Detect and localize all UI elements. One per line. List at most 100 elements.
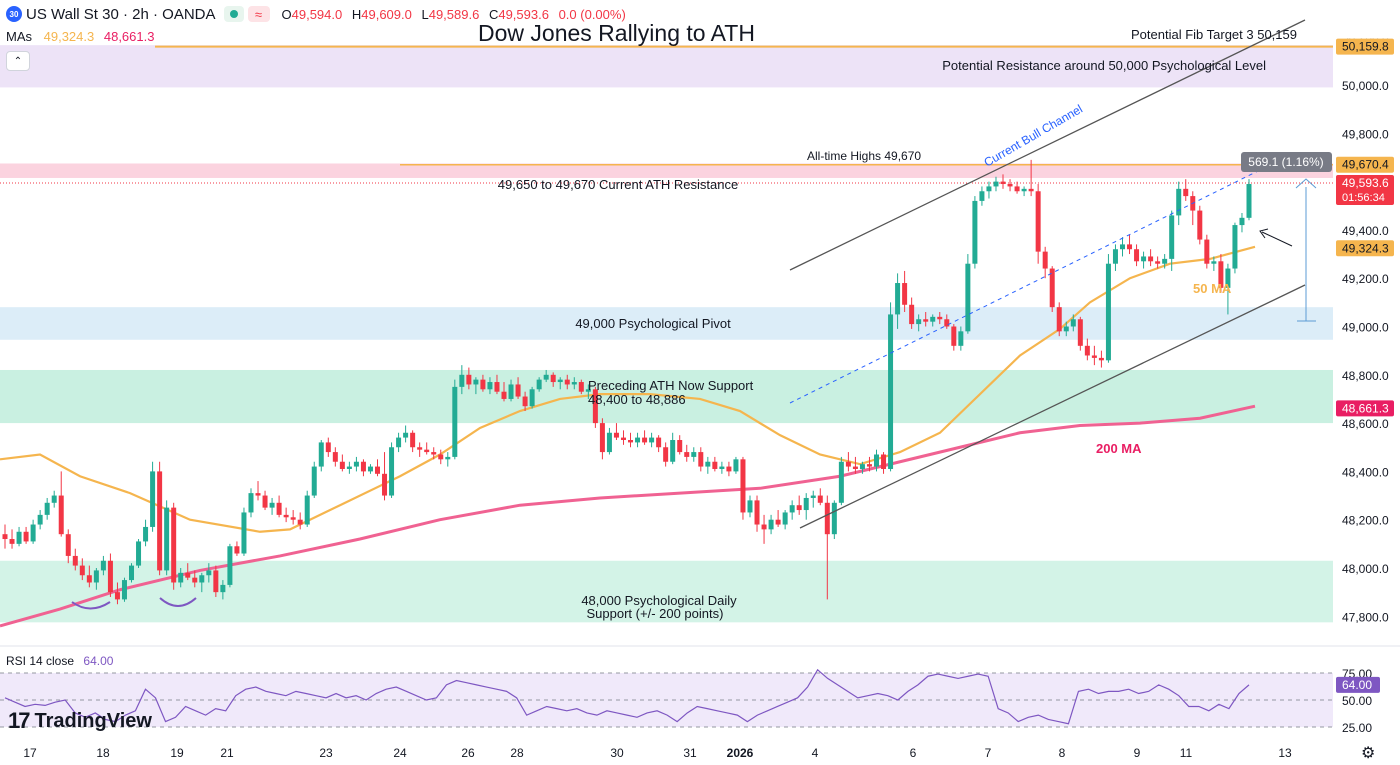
candle-body (16, 531, 22, 544)
candle-body (747, 500, 753, 513)
x-tick-label: 9 (1134, 746, 1141, 760)
preceding-ath-label-2: 48,400 to 48,886 (588, 392, 686, 407)
candle (747, 495, 753, 518)
rsi-value-label: 64.00 (1342, 678, 1372, 692)
candle-body (466, 374, 472, 385)
pointer-arrowhead (1259, 228, 1269, 239)
candle (1007, 179, 1013, 192)
candle (185, 563, 191, 581)
candle-body (817, 495, 823, 503)
rsi-value-bg (1336, 676, 1380, 693)
candle (923, 312, 929, 327)
candle-body (248, 493, 254, 513)
candle-body (1169, 215, 1175, 259)
candle-body (1105, 263, 1111, 361)
candle (466, 367, 472, 390)
candle (325, 437, 331, 457)
candle (1183, 179, 1189, 201)
daily-support-label-2: Support (+/- 200 points) (587, 606, 724, 621)
candle (1190, 191, 1196, 226)
candle (459, 365, 465, 395)
candle (803, 493, 809, 520)
x-tick-label: 30 (610, 746, 624, 760)
ma50-value: 49,324.3 (43, 29, 95, 44)
candle (16, 526, 22, 547)
candle (592, 386, 598, 428)
candle (979, 186, 985, 206)
channel-upper-line (789, 19, 1306, 271)
market-status-badge[interactable] (223, 6, 244, 22)
candle (916, 314, 922, 332)
symbol-logo-icon[interactable]: 30 (6, 6, 22, 22)
rsi-legend[interactable]: RSI 14 close 64.00 (6, 654, 113, 668)
ath-price-label-bg (1336, 156, 1394, 173)
candle-body (1014, 186, 1020, 192)
candle-body (360, 461, 366, 472)
channel-mid-line (789, 164, 1271, 404)
candle (635, 432, 641, 448)
candle (733, 456, 739, 474)
candle (269, 497, 275, 515)
candle (599, 418, 605, 460)
candle-body (578, 382, 584, 392)
candle (23, 526, 29, 544)
candle (431, 447, 437, 460)
approx-icon[interactable]: ≈ (247, 6, 270, 22)
candle-body (136, 541, 142, 566)
tradingview-logo[interactable]: 17 TradingView (8, 708, 152, 734)
psych-resistance-zone (0, 45, 1333, 88)
candle-body (494, 382, 500, 392)
candle (276, 495, 282, 518)
candle (958, 326, 964, 351)
candle-body (895, 283, 901, 315)
x-tick-label: 24 (393, 746, 407, 760)
x-tick-label: 23 (319, 746, 333, 760)
candle (1112, 244, 1118, 271)
candle (178, 568, 184, 588)
y-tick-label: 49,000.0 (1342, 321, 1389, 335)
pointer-arrow (1261, 231, 1293, 247)
candle (171, 502, 177, 590)
candle-body (557, 379, 563, 383)
candle-body (431, 452, 437, 455)
ma-legend[interactable]: MAs 49,324.3 48,661.3 (6, 29, 154, 44)
candle (761, 514, 767, 544)
candle (642, 430, 648, 445)
candle-body (114, 592, 120, 600)
chevron-up-icon[interactable]: ⌃ (6, 51, 30, 71)
candle (487, 377, 493, 395)
candle (1225, 263, 1231, 315)
candle (902, 270, 908, 313)
candle-body (129, 565, 135, 581)
candle-body (403, 432, 409, 438)
candle-body (382, 473, 388, 496)
x-tick-label: 2026 (727, 746, 754, 760)
candle-body (374, 466, 380, 474)
rsi-tick-label: 25.00 (1342, 721, 1372, 735)
candle-body (881, 454, 887, 469)
gear-icon[interactable]: ⚙ (1361, 745, 1376, 762)
candle-body (866, 464, 872, 467)
channel-lower-line (799, 284, 1306, 529)
candle (360, 459, 366, 477)
candle (100, 555, 106, 576)
symbol-title[interactable]: US Wall St 30 · 2h · OANDA (26, 5, 216, 23)
candle (374, 459, 380, 477)
candle (859, 461, 865, 474)
candle-body (1183, 188, 1189, 197)
candle-body (185, 572, 191, 578)
candle-body (1084, 345, 1090, 356)
candle-body (712, 461, 718, 469)
y-tick-label: 48,800.0 (1342, 369, 1389, 383)
candle-body (290, 517, 296, 520)
candle (143, 519, 149, 547)
candle (290, 510, 296, 525)
candle-body (859, 464, 865, 469)
candle-body (979, 191, 985, 201)
candle (986, 181, 992, 199)
ohlc-readout: O49,594.0 H49,609.0 L49,589.6 C49,593.6 … (281, 6, 626, 22)
candle (1197, 205, 1203, 245)
x-tick-label: 13 (1278, 746, 1292, 760)
candle-body (150, 471, 156, 527)
